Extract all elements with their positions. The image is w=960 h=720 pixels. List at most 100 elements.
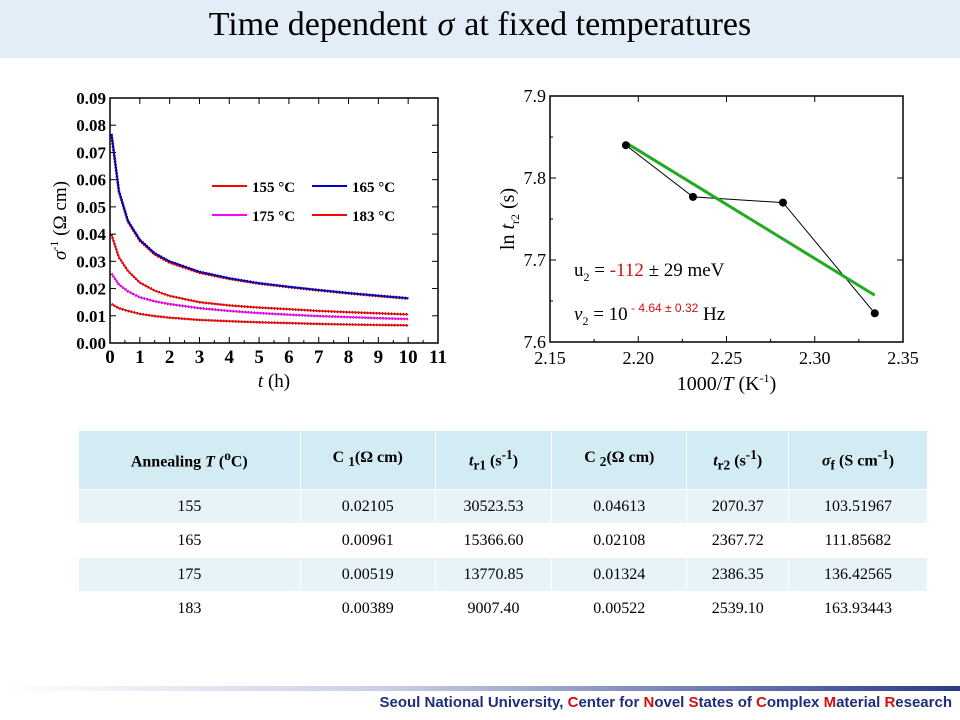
title-sigma: σ (437, 6, 455, 43)
footer-text-part: C (756, 694, 767, 711)
footer-text-part: tates of (698, 694, 757, 711)
table-cell: 0.00389 (299, 591, 436, 626)
table-cell: 13770.85 (434, 557, 553, 592)
footer-text-part: R (884, 694, 896, 711)
x-tick-label: 2 (165, 347, 175, 368)
x-tick-label: 11 (429, 347, 447, 368)
title-band (0, 0, 960, 58)
linear-fit-line (625, 141, 876, 297)
title-text-post: at fixed temperatures (464, 6, 752, 43)
table-cell: 0.00522 (551, 591, 688, 626)
table-cell: 0.00519 (299, 557, 436, 592)
y-tick-label: 0.09 (76, 89, 106, 108)
series-line (111, 303, 409, 327)
fit-parameter-table: Annealing T (oC) C 1(Ω cm) tr1 (s-1) C 2(Ω … (78, 430, 928, 626)
table-header-cell: tr1 (s-1) (434, 430, 553, 490)
y-tick-label: 0.02 (76, 280, 106, 299)
table-cell: 103.51967 (788, 489, 928, 524)
table-cell: 2367.72 (686, 523, 790, 558)
table-header-cell: σf (S cm-1) (788, 430, 928, 490)
table-cell: 183 (78, 591, 301, 626)
table-header-row: Annealing T (oC) C 1(Ω cm) tr1 (s-1) C 2(Ω … (78, 430, 928, 490)
x-axis-label: t (h) (258, 371, 290, 392)
x-tick-label: 5 (254, 347, 264, 368)
table-cell: 15366.60 (434, 523, 553, 558)
footer-rule (0, 686, 960, 691)
x-tick-label: 2.30 (799, 348, 831, 368)
data-point (870, 309, 879, 318)
table-cell: 163.93443 (788, 591, 928, 626)
y-tick-label: 0.06 (76, 171, 106, 190)
x-tick-label: 10 (399, 347, 418, 368)
table-cell: 0.00961 (299, 523, 436, 558)
table-header-cell: C 1(Ω cm) (299, 430, 436, 490)
x-tick-label: 8 (344, 347, 354, 368)
table-cell: 0.02108 (551, 523, 688, 558)
x-tick-label: 7 (314, 347, 324, 368)
x-tick-label: 2.15 (534, 348, 566, 368)
legend-label: 165 °C (352, 180, 395, 196)
table-cell: 175 (78, 557, 301, 592)
footer-text-part: omplex (766, 694, 824, 711)
x-tick-label: 6 (284, 347, 294, 368)
table-row: 175 0.00519 13770.85 0.01324 2386.35 136.4256… (78, 557, 928, 592)
series-line (110, 273, 409, 320)
legend-label: 175 °C (252, 209, 295, 225)
y-tick-label: 7.7 (524, 250, 547, 270)
table-row: 165 0.00961 15366.60 0.02108 2367.72 111.8568… (78, 523, 928, 558)
table-header-cell: Annealing T (oC) (78, 430, 301, 490)
y-tick-label: 0.04 (76, 225, 106, 244)
y-tick-label: 0.01 (76, 307, 106, 326)
data-point (621, 141, 630, 150)
table-cell: 30523.53 (434, 489, 553, 524)
table-row: 183 0.00389 9007.40 0.00522 2539.10 163.93443 (78, 591, 928, 626)
x-tick-label: 1 (135, 347, 145, 368)
y-tick-label: 0.08 (76, 116, 106, 135)
y-axis-label: ln tr2 (s) (497, 188, 522, 250)
series-line (110, 133, 409, 299)
footer-text-part: S (688, 694, 699, 711)
series-line (110, 234, 409, 316)
table-cell: 0.02105 (299, 489, 436, 524)
table-cell: 155 (78, 489, 301, 524)
y-tick-label: 0.05 (76, 198, 106, 217)
x-tick-label: 2.25 (711, 348, 743, 368)
footer-text-part: esearch (895, 694, 952, 711)
table-cell: 136.42565 (788, 557, 928, 592)
table-body: 155 0.02105 30523.53 0.04613 2070.37 103.5196… (78, 489, 928, 626)
arrhenius-chart: 2.15 2.20 2.25 2.30 2.35 7.6 7.7 7.8 7.9 1000/T (… (497, 86, 919, 395)
table-cell: 2070.37 (686, 489, 790, 524)
y-tick-label: 0.03 (76, 252, 106, 271)
x-tick-label: 4 (225, 347, 235, 368)
table-cell: 2539.10 (686, 591, 790, 626)
table-cell: 111.85682 (788, 523, 928, 558)
footer-credit: Seoul National University, Center for No… (380, 694, 953, 711)
x-tick-label: 2.35 (887, 348, 919, 368)
table-cell: 0.01324 (551, 557, 688, 592)
table-cell: 0.04613 (551, 489, 688, 524)
table-row: 155 0.02105 30523.53 0.04613 2070.37 103.5196… (78, 489, 928, 524)
activation-energy-annotation: u2 = -112 ± 29 meV (574, 260, 725, 284)
y-tick-label: 7.9 (524, 86, 547, 106)
legend-label: 183 °C (352, 209, 395, 225)
footer-text-part: N (643, 694, 655, 711)
y-axis-label: σ-1 (Ω cm) (47, 181, 71, 260)
y-tick-label: 7.6 (524, 332, 547, 352)
y-tick-label: 0.00 (76, 334, 106, 353)
footer-text-part: enter for (578, 694, 644, 711)
title-text-pre: Time dependent (208, 6, 428, 43)
table-header-cell: C 2(Ω cm) (551, 430, 688, 490)
x-axis-label: 1000/T (K-1) (677, 371, 776, 395)
y-tick-label: 0.07 (76, 143, 106, 162)
x-tick-label: 0 (105, 347, 115, 368)
table-cell: 2386.35 (686, 557, 790, 592)
footer-text-part: C (567, 694, 579, 711)
data-point (778, 198, 787, 207)
slide-title: Time dependent σ at fixed temperatures (0, 6, 960, 44)
table-cell: 9007.40 (434, 591, 553, 626)
footer-text-part: Seoul National University, (379, 694, 568, 711)
attempt-frequency-annotation: ν2 = 10 - 4.64 ± 0.32 Hz (574, 301, 725, 328)
data-point (688, 192, 697, 201)
y-tick-label: 7.8 (524, 168, 547, 188)
x-tick-label: 2.20 (623, 348, 655, 368)
